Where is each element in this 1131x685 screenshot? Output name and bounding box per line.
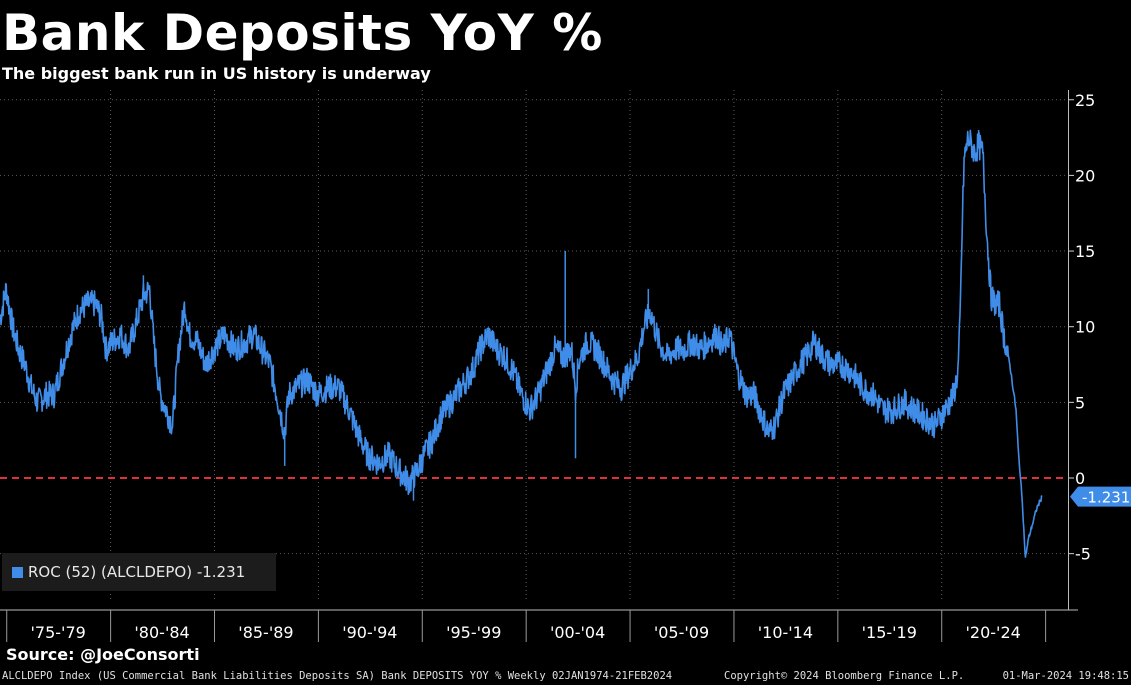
x-category-label: '80-'84 [134,623,189,642]
footer: ALCLDEPO Index (US Commercial Bank Liabi… [0,668,1131,685]
x-category-label: '90-'94 [342,623,397,642]
x-category-label: '15-'19 [862,623,917,642]
x-category-label: '20-'24 [966,623,1021,642]
legend-swatch [12,566,23,578]
y-tick-label: 0 [1075,469,1085,488]
x-category-label: '10-'14 [758,623,813,642]
axes [0,90,1078,642]
source-credit: Source: @JoeConsorti [6,645,200,664]
y-tick-label: -5 [1075,545,1091,564]
series-line [0,129,1043,558]
chart-title: Bank Deposits YoY % [2,4,603,62]
x-category-label: '95-'99 [446,623,501,642]
axis-labels: 25 20 15 10 5 0 -5 '75-'79 '80-'84 '85-'89 '90-'94… [31,91,1131,642]
x-category-label: '85-'89 [238,623,293,642]
footer-timestamp: 01-Mar-2024 19:48:15 [1002,670,1129,682]
y-tick-label: 10 [1075,318,1095,337]
footer-description: ALCLDEPO Index (US Commercial Bank Liabi… [2,670,673,682]
gridlines [0,90,1068,602]
y-tick-label: 5 [1075,393,1085,412]
x-category-label: '00-'04 [550,623,605,642]
y-tick-label: 25 [1075,91,1095,110]
last-value-tag [1070,486,1131,507]
legend-label: ROC (52) (ALCLDEPO) -1.231 [28,563,246,581]
x-category-label: '05-'09 [654,623,709,642]
footer-copyright: Copyright© 2024 Bloomberg Finance L.P. [724,670,965,682]
y-tick-label: 15 [1075,242,1095,261]
series-layer [0,129,1043,558]
y-tick-label: 20 [1075,166,1095,185]
legend: ROC (52) (ALCLDEPO) -1.231 [2,553,276,591]
chart-subtitle: The biggest bank run in US history is un… [2,64,431,83]
last-value-label: -1.231 [1082,489,1130,507]
x-category-label: '75-'79 [31,623,86,642]
